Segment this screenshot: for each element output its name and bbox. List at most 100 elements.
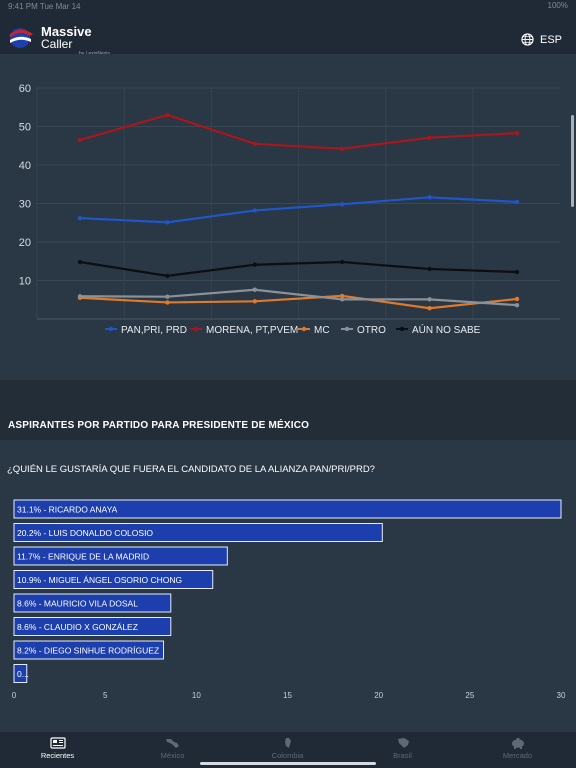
tab-label: Brasil bbox=[393, 751, 412, 760]
legend-marker bbox=[301, 326, 307, 332]
bar-label: 10.9% - MIGUEL ÁNGEL OSORIO CHONG bbox=[17, 575, 182, 585]
scroll-indicator[interactable] bbox=[571, 115, 574, 207]
bar bbox=[13, 617, 172, 636]
bar bbox=[13, 593, 172, 613]
bar bbox=[13, 546, 228, 566]
trend-line-chart: 10 20 30 40 50 60 PAN,PRI, PRD MORENA, PT,PVEM M… bbox=[19, 83, 560, 336]
legend-marker bbox=[399, 326, 405, 332]
tab-mercado[interactable]: Mercado bbox=[460, 732, 575, 768]
bar-label: 31.1% - RICARDO ANAYA bbox=[17, 505, 118, 515]
newspaper-icon bbox=[49, 737, 66, 749]
data-point bbox=[252, 208, 257, 213]
legend-marker bbox=[108, 326, 114, 332]
bar bbox=[13, 499, 562, 519]
tab-label: Colombia bbox=[271, 751, 304, 760]
bar bbox=[13, 640, 165, 660]
data-point bbox=[77, 137, 83, 143]
brazil-map-icon bbox=[397, 738, 409, 748]
tab-brasil[interactable]: Brasil bbox=[345, 732, 460, 768]
data-point bbox=[514, 302, 520, 308]
piggy-bank-icon bbox=[511, 738, 524, 749]
data-point bbox=[514, 269, 520, 275]
data-point bbox=[252, 299, 257, 304]
data-point bbox=[252, 287, 257, 292]
y-tick-label: 40 bbox=[19, 160, 31, 172]
bar bbox=[13, 664, 28, 683]
app-header: Massive Caller by LexisNexis ESP bbox=[0, 14, 576, 57]
bar bbox=[13, 570, 214, 589]
bar-label: 20.2% - LUIS DONALDO COLOSIO bbox=[17, 528, 153, 538]
y-tick-label: 30 bbox=[19, 199, 31, 211]
legend-marker bbox=[344, 326, 350, 332]
data-point bbox=[252, 141, 257, 147]
x-tick-label: 10 bbox=[192, 691, 201, 700]
data-point bbox=[427, 195, 432, 200]
tab-mexico[interactable]: México bbox=[115, 732, 230, 768]
data-point bbox=[340, 146, 345, 152]
status-time: 9:41 PM Tue Mar 14 bbox=[8, 2, 81, 11]
data-point bbox=[427, 306, 432, 311]
legend-label: PAN,PRI, PRD bbox=[121, 325, 187, 336]
data-point bbox=[77, 215, 83, 221]
y-tick-label: 20 bbox=[19, 237, 31, 249]
data-point bbox=[427, 266, 432, 272]
mexico-map-icon bbox=[165, 739, 179, 748]
tab-recientes[interactable]: Recientes bbox=[0, 732, 115, 768]
legend-label: AÚN NO SABE bbox=[412, 323, 481, 336]
home-indicator[interactable] bbox=[200, 762, 376, 765]
series-line bbox=[79, 196, 518, 224]
data-point bbox=[77, 294, 83, 299]
data-point bbox=[165, 112, 170, 118]
bar-label: 11.7% - ENRIQUE DE LA MADRID bbox=[17, 552, 149, 562]
x-tick-label: 15 bbox=[283, 691, 292, 700]
candidates-bar-chart: 31.1% - RICARDO ANAYA 20.2% - LUIS DONALD… bbox=[12, 499, 566, 700]
series-line bbox=[79, 113, 518, 150]
data-point bbox=[165, 294, 170, 299]
data-point bbox=[427, 135, 432, 140]
globe-icon bbox=[521, 33, 534, 46]
x-tick-label: 20 bbox=[374, 691, 383, 700]
section-separator bbox=[0, 380, 576, 410]
series-line bbox=[79, 294, 518, 310]
data-point bbox=[165, 220, 170, 225]
battery-indicator: 100% bbox=[547, 1, 568, 10]
data-point bbox=[252, 262, 257, 267]
data-point bbox=[514, 130, 520, 136]
data-point bbox=[514, 199, 520, 205]
section-header: ASPIRANTES POR PARTIDO PARA PRESIDENTE D… bbox=[0, 410, 576, 440]
y-tick-label: 10 bbox=[19, 276, 31, 288]
bar bbox=[13, 523, 383, 542]
bar-label: 8.6% - MAURICIO VILA DOSAL bbox=[17, 599, 138, 609]
massive-caller-logo-icon bbox=[9, 28, 33, 48]
data-point bbox=[77, 259, 83, 265]
tab-label: Recientes bbox=[40, 751, 75, 760]
y-tick-label: 50 bbox=[19, 122, 31, 134]
data-point bbox=[340, 293, 345, 299]
data-point bbox=[514, 296, 520, 302]
legend-marker bbox=[193, 326, 199, 332]
trend-line-chart-panel: 10 20 30 40 50 60 PAN,PRI, PRD MORENA, PT,PVEM M… bbox=[0, 54, 576, 380]
series-line bbox=[79, 288, 518, 307]
y-tick-label: 60 bbox=[19, 83, 31, 95]
bar-label: 8.2% - DIEGO SINHUE RODRÍGUEZ bbox=[17, 646, 159, 656]
tab-label: Mercado bbox=[502, 751, 533, 760]
brand-line-1: Massive bbox=[41, 24, 92, 39]
status-bar: 9:41 PM Tue Mar 14 100% bbox=[0, 0, 576, 14]
language-selector[interactable]: ESP bbox=[521, 33, 562, 46]
tab-colombia[interactable]: Colombia bbox=[230, 732, 345, 768]
data-point bbox=[165, 300, 170, 305]
legend-label: OTRO bbox=[357, 325, 386, 336]
section-title: ASPIRANTES POR PARTIDO PARA PRESIDENTE D… bbox=[8, 420, 310, 431]
data-point bbox=[340, 297, 345, 302]
survey-question: ¿QUIÉN LE GUSTARÍA QUE FUERA EL CANDIDAT… bbox=[7, 464, 375, 475]
x-tick-label: 30 bbox=[557, 691, 566, 700]
data-point bbox=[340, 202, 345, 207]
colombia-map-icon bbox=[284, 738, 291, 748]
tab-label: México bbox=[160, 751, 185, 760]
data-point bbox=[340, 259, 345, 265]
x-tick-label: 0 bbox=[12, 691, 17, 700]
brand-line-2: Caller bbox=[41, 37, 73, 51]
data-point bbox=[165, 273, 170, 279]
x-tick-label: 25 bbox=[465, 691, 474, 700]
data-point bbox=[427, 297, 432, 302]
